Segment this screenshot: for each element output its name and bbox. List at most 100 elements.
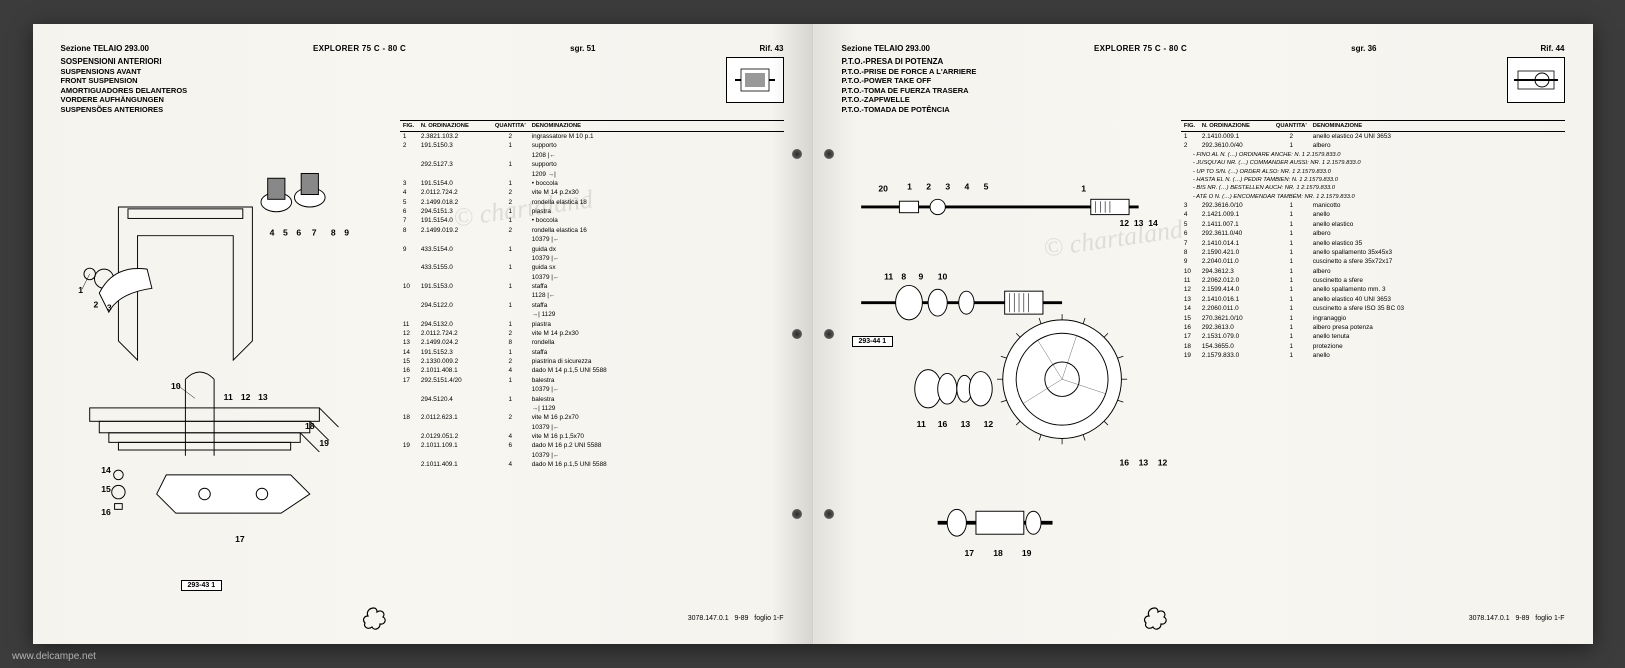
svg-text:13: 13 [258, 392, 268, 402]
svg-text:12: 12 [1157, 457, 1167, 467]
svg-text:10: 10 [171, 381, 181, 391]
table-row: 2292.3610.0/40 1albero [1181, 141, 1565, 150]
svg-text:17: 17 [235, 534, 245, 544]
svg-text:8: 8 [901, 272, 906, 282]
table-row: 192.1579.833.0 1anello [1181, 351, 1565, 360]
svg-text:18: 18 [993, 548, 1003, 558]
svg-text:18: 18 [305, 421, 315, 431]
page-header: Sezione TELAIO 293.00 EXPLORER 75 C - 80… [61, 44, 784, 53]
svg-text:16: 16 [1119, 457, 1129, 467]
svg-text:3: 3 [945, 182, 950, 192]
table-row: 10294.3612.3 1albero [1181, 267, 1565, 276]
table-row: 122.0112.724.2 2vite M 14 p.2x30 [400, 329, 784, 338]
table-note-row: - HASTA EL N. (…) PEDIR TAMBIEN: N. 1 2.… [1181, 176, 1565, 184]
svg-text:9: 9 [918, 272, 923, 282]
table-row: 10191.5153.0 1staffa [400, 282, 784, 291]
table-row: 2.0129.051.2 4vite M 16 p.1,5x70 [400, 432, 784, 441]
binding-holes [822, 24, 836, 644]
table-row: 152.1330.009.2 2piastrina di sicurezza [400, 357, 784, 366]
table-row: 294.5120.4 1balestra [400, 394, 784, 403]
svg-text:13: 13 [1138, 457, 1148, 467]
table-note-row: - JUSQU'AU NR. (…) COMMANDER AUSSI: NR. … [1181, 159, 1565, 167]
table-row: 10379 |← [400, 235, 784, 244]
parts-table: FIG. N. ORDINAZIONE QUANTITA' DENOMINAZI… [1181, 120, 1565, 600]
table-row: 82.1590.421.0 1anello spallamento 35x45x… [1181, 248, 1565, 257]
table-row: 9433.5154.0 1guida dx [400, 244, 784, 253]
table-note-row: - BIS NR. (…) BESTELLEN AUCH: NR. 1 2.15… [1181, 184, 1565, 192]
svg-text:3: 3 [106, 302, 111, 312]
svg-text:5: 5 [983, 182, 988, 192]
table-row: →| 1129 [400, 404, 784, 413]
sgr-label: sgr. 36 [1351, 44, 1376, 53]
table-row: 72.1410.014.1 1anello elastico 35 [1181, 238, 1565, 247]
svg-text:13: 13 [1133, 218, 1143, 228]
table-row: 10379 |← [400, 254, 784, 263]
table-note-row: - ATÉ O N. (…) ENCOMENDAR TAMBÉM: NR. 1 … [1181, 193, 1565, 201]
exploded-diagram-suspension: 1 2 3 456 789 10 111213 14 15 16 17 18 1… [61, 120, 386, 600]
svg-text:14: 14 [101, 465, 111, 475]
table-note-row: - UP TO S/N. (…) ORDER ALSO: NR. 1 2.157… [1181, 167, 1565, 175]
svg-text:19: 19 [1021, 548, 1031, 558]
svg-text:19: 19 [319, 438, 329, 448]
table-row: 42.0112.724.2 2vite M 14 p.2x30 [400, 188, 784, 197]
svg-text:15: 15 [101, 484, 111, 494]
watermark-delcampe: www.delcampe.net [12, 651, 96, 662]
table-row: 12.3821.103.2 2ingrassatore M 10 p.1 [400, 131, 784, 141]
brand-logo-icon [1143, 606, 1167, 630]
table-row: 15270.3621.0/10 1ingranaggio [1181, 313, 1565, 322]
table-row: 10379 |← [400, 273, 784, 282]
svg-text:16: 16 [937, 419, 947, 429]
svg-text:14: 14 [1148, 218, 1158, 228]
page-header: Sezione TELAIO 293.00 EXPLORER 75 C - 80… [842, 44, 1565, 53]
svg-text:11: 11 [916, 419, 925, 429]
svg-text:9: 9 [344, 228, 349, 238]
rif-label: Rif. 43 [759, 44, 783, 53]
table-row: 10379 |← [400, 451, 784, 460]
table-row: 182.0112.623.1 2vite M 16 p.2x70 [400, 413, 784, 422]
table-row: 6294.5151.3 1piastra [400, 207, 784, 216]
rif-label: Rif. 44 [1540, 44, 1564, 53]
table-row: 3191.5154.0 1• boccola [400, 179, 784, 188]
sgr-label: sgr. 51 [570, 44, 595, 53]
svg-text:13: 13 [960, 419, 970, 429]
brand-logo-icon [362, 606, 386, 630]
svg-text:5: 5 [282, 228, 287, 238]
model-label: EXPLORER 75 C - 80 C [1094, 44, 1187, 53]
svg-text:10: 10 [937, 272, 947, 282]
table-row: 42.1421.009.1 1anello [1181, 210, 1565, 219]
thumbnail-icon [1507, 57, 1565, 103]
thumbnail-icon [726, 57, 784, 103]
svg-text:7: 7 [311, 228, 316, 238]
table-row: 294.5122.0 1staffa [400, 301, 784, 310]
exploded-diagram-pto: 20 123 45 1 121314 1189 10 111613 12 161… [842, 120, 1167, 600]
table-row: 12.1410.009.1 2anello elastico 24 UNI 36… [1181, 131, 1565, 141]
table-row: 11294.5132.0 1piastra [400, 319, 784, 328]
table-row: 3292.3616.0/10 1manicotto [1181, 201, 1565, 210]
table-row: 18154.3655.0 1protezione [1181, 342, 1565, 351]
svg-text:12: 12 [1119, 218, 1129, 228]
title-list: P.T.O.-PRESA DI POTENZA P.T.O.-PRISE DE … [842, 57, 977, 114]
svg-text:12: 12 [240, 392, 250, 402]
parts-table: FIG. N. ORDINAZIONE QUANTITA' DENOMINAZI… [400, 120, 784, 600]
table-row: 1208 |← [400, 151, 784, 160]
table-row: 192.1011.109.1 6dado M 16 p.2 UNI 5588 [400, 441, 784, 450]
table-row: 122.1599.414.0 1anello spallamento mm. 3 [1181, 285, 1565, 294]
table-row: 1128 |← [400, 291, 784, 300]
table-row: 17292.5151.4/20 1balestra [400, 376, 784, 385]
svg-text:4: 4 [269, 228, 274, 238]
book-spread: Sezione TELAIO 293.00 EXPLORER 75 C - 80… [33, 24, 1593, 644]
svg-text:1: 1 [907, 182, 912, 192]
svg-text:11: 11 [884, 272, 893, 282]
table-row: 132.1499.024.2 8rondella [400, 338, 784, 347]
svg-text:4: 4 [964, 182, 969, 192]
table-row: →| 1129 [400, 310, 784, 319]
table-row: 10379 |← [400, 385, 784, 394]
binding-holes [790, 24, 804, 644]
figure-label: 293-44 1 [852, 330, 894, 348]
model-label: EXPLORER 75 C - 80 C [313, 44, 406, 53]
svg-text:20: 20 [878, 184, 888, 194]
table-row: 82.1499.019.2 2rondella elastica 16 [400, 226, 784, 235]
table-row: 2.1011.409.1 4dado M 16 p.1,5 UNI 5588 [400, 460, 784, 469]
table-row: 6292.3611.0/40 1albero [1181, 229, 1565, 238]
page-footer: 3078.147.0.1 9-89 foglio 1-F [61, 606, 784, 630]
